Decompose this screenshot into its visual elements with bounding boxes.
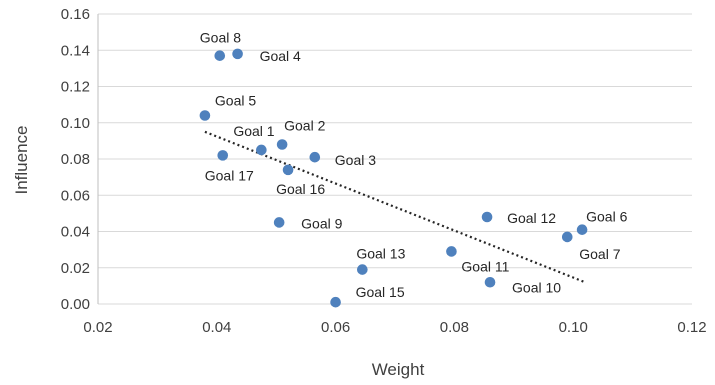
point-label: Goal 5 <box>215 93 256 109</box>
data-point <box>484 276 496 288</box>
point-label: Goal 12 <box>507 210 556 226</box>
point-label: Goal 13 <box>356 246 405 262</box>
x-tick-label: 0.12 <box>677 319 706 336</box>
y-tick-label: 0.14 <box>61 42 90 59</box>
point-label: Goal 15 <box>356 284 405 300</box>
trendline <box>204 130 586 284</box>
gridlines <box>98 13 692 305</box>
point-label: Goal 16 <box>276 181 325 197</box>
data-point <box>330 296 341 308</box>
data-point <box>481 211 493 223</box>
x-tick-label: 0.06 <box>321 319 350 336</box>
y-tick-label: 0.08 <box>61 151 90 168</box>
y-tick-label: 0.02 <box>61 260 90 277</box>
point-label: Goal 10 <box>512 279 561 295</box>
point-label: Goal 7 <box>579 246 620 262</box>
y-tick-label: 0.12 <box>61 79 90 96</box>
data-point <box>217 150 229 161</box>
axes: 0.00 0.02 0.04 0.06 0.08 0.10 0.12 0.14 0.16 0.02… <box>61 6 707 336</box>
data-point <box>446 246 457 257</box>
point-label: Goal 8 <box>200 30 241 46</box>
data-point <box>214 50 226 61</box>
data-point <box>273 217 285 228</box>
y-tick-label: 0.04 <box>61 224 90 241</box>
data-point <box>309 151 321 163</box>
data-point <box>576 224 588 235</box>
data-points <box>199 48 588 308</box>
data-point <box>232 48 243 60</box>
x-axis-title: Weight <box>372 360 425 379</box>
x-tick-label: 0.02 <box>83 319 112 336</box>
point-label: Goal 2 <box>284 118 325 134</box>
data-point <box>561 231 573 243</box>
x-tick-label: 0.10 <box>559 319 588 336</box>
data-point <box>199 110 211 121</box>
trendline-group <box>204 130 586 284</box>
point-labels: Goal 1 Goal 2 Goal 3 Goal 4 Goal 5 Goal 6 Goal… <box>200 30 628 301</box>
point-label: Goal 6 <box>586 209 627 225</box>
data-point <box>276 139 288 150</box>
y-axis-title: Influence <box>12 126 31 195</box>
x-tick-label: 0.04 <box>202 319 231 336</box>
point-label: Goal 3 <box>335 152 376 168</box>
point-label: Goal 17 <box>205 167 254 183</box>
y-tick-label: 0.06 <box>61 187 90 204</box>
data-point <box>282 164 294 176</box>
point-label: Goal 11 <box>461 258 509 274</box>
y-tick-label: 0.10 <box>61 115 90 132</box>
point-label: Goal 4 <box>260 48 301 64</box>
data-point <box>357 264 368 275</box>
y-tick-label: 0.00 <box>61 296 90 313</box>
y-tick-label: 0.16 <box>61 6 90 23</box>
point-label: Goal 9 <box>301 215 342 231</box>
data-point <box>256 144 267 156</box>
x-tick-label: 0.08 <box>440 319 469 336</box>
point-label: Goal 1 <box>233 123 274 139</box>
